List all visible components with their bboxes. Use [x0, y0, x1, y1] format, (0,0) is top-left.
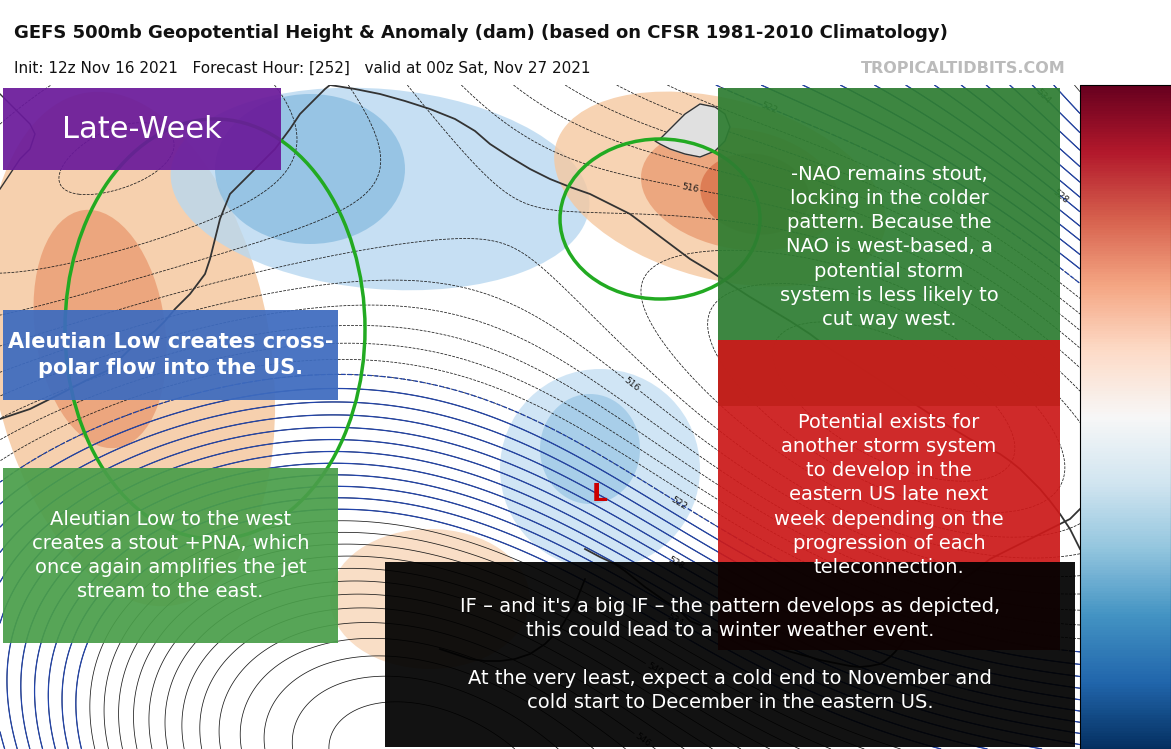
Text: 546: 546	[634, 731, 652, 748]
Polygon shape	[655, 104, 730, 157]
FancyBboxPatch shape	[4, 88, 281, 170]
FancyBboxPatch shape	[4, 310, 338, 400]
Text: 534: 534	[1034, 87, 1053, 106]
Ellipse shape	[171, 88, 589, 291]
Text: Potential exists for
another storm system
to develop in the
eastern US late next: Potential exists for another storm syste…	[774, 413, 1004, 577]
Ellipse shape	[0, 92, 275, 606]
FancyBboxPatch shape	[385, 562, 1075, 747]
Text: 540: 540	[645, 661, 664, 677]
FancyBboxPatch shape	[718, 340, 1060, 650]
Text: Late-Week: Late-Week	[62, 115, 221, 144]
Text: Init: 12z Nov 16 2021   Forecast Hour: [252]   valid at 00z Sat, Nov 27 2021: Init: 12z Nov 16 2021 Forecast Hour: [25…	[14, 61, 590, 76]
Ellipse shape	[540, 394, 641, 504]
Text: GEFS 500mb Geopotential Height & Anomaly (dam) (based on CFSR 1981-2010 Climatol: GEFS 500mb Geopotential Height & Anomaly…	[14, 24, 949, 42]
Text: 516: 516	[623, 376, 642, 394]
Text: TROPICALTIDBITS.COM: TROPICALTIDBITS.COM	[861, 61, 1066, 76]
Text: 522: 522	[670, 495, 689, 512]
Text: IF – and it's a big IF – the pattern develops as depicted,
this could lead to a : IF – and it's a big IF – the pattern dev…	[460, 596, 1000, 712]
Text: Aleutian Low creates cross-
polar flow into the US.: Aleutian Low creates cross- polar flow i…	[8, 333, 334, 377]
FancyBboxPatch shape	[718, 88, 1060, 406]
Text: 534: 534	[666, 612, 685, 628]
Text: 516: 516	[680, 183, 699, 195]
Ellipse shape	[330, 529, 530, 669]
Ellipse shape	[500, 369, 700, 569]
Text: 528: 528	[1052, 187, 1070, 205]
Ellipse shape	[34, 210, 166, 448]
Text: L: L	[593, 482, 608, 506]
Text: -NAO remains stout,
locking in the colder
pattern. Because the
NAO is west-based: -NAO remains stout, locking in the colde…	[780, 165, 999, 330]
FancyBboxPatch shape	[4, 468, 338, 643]
Text: Aleutian Low to the west
creates a stout +PNA, which
once again amplifies the je: Aleutian Low to the west creates a stout…	[32, 509, 309, 601]
Ellipse shape	[700, 154, 809, 234]
Text: 522: 522	[760, 100, 779, 115]
Ellipse shape	[215, 94, 405, 244]
Ellipse shape	[554, 91, 885, 286]
Text: 528: 528	[666, 554, 685, 571]
Ellipse shape	[641, 127, 840, 251]
